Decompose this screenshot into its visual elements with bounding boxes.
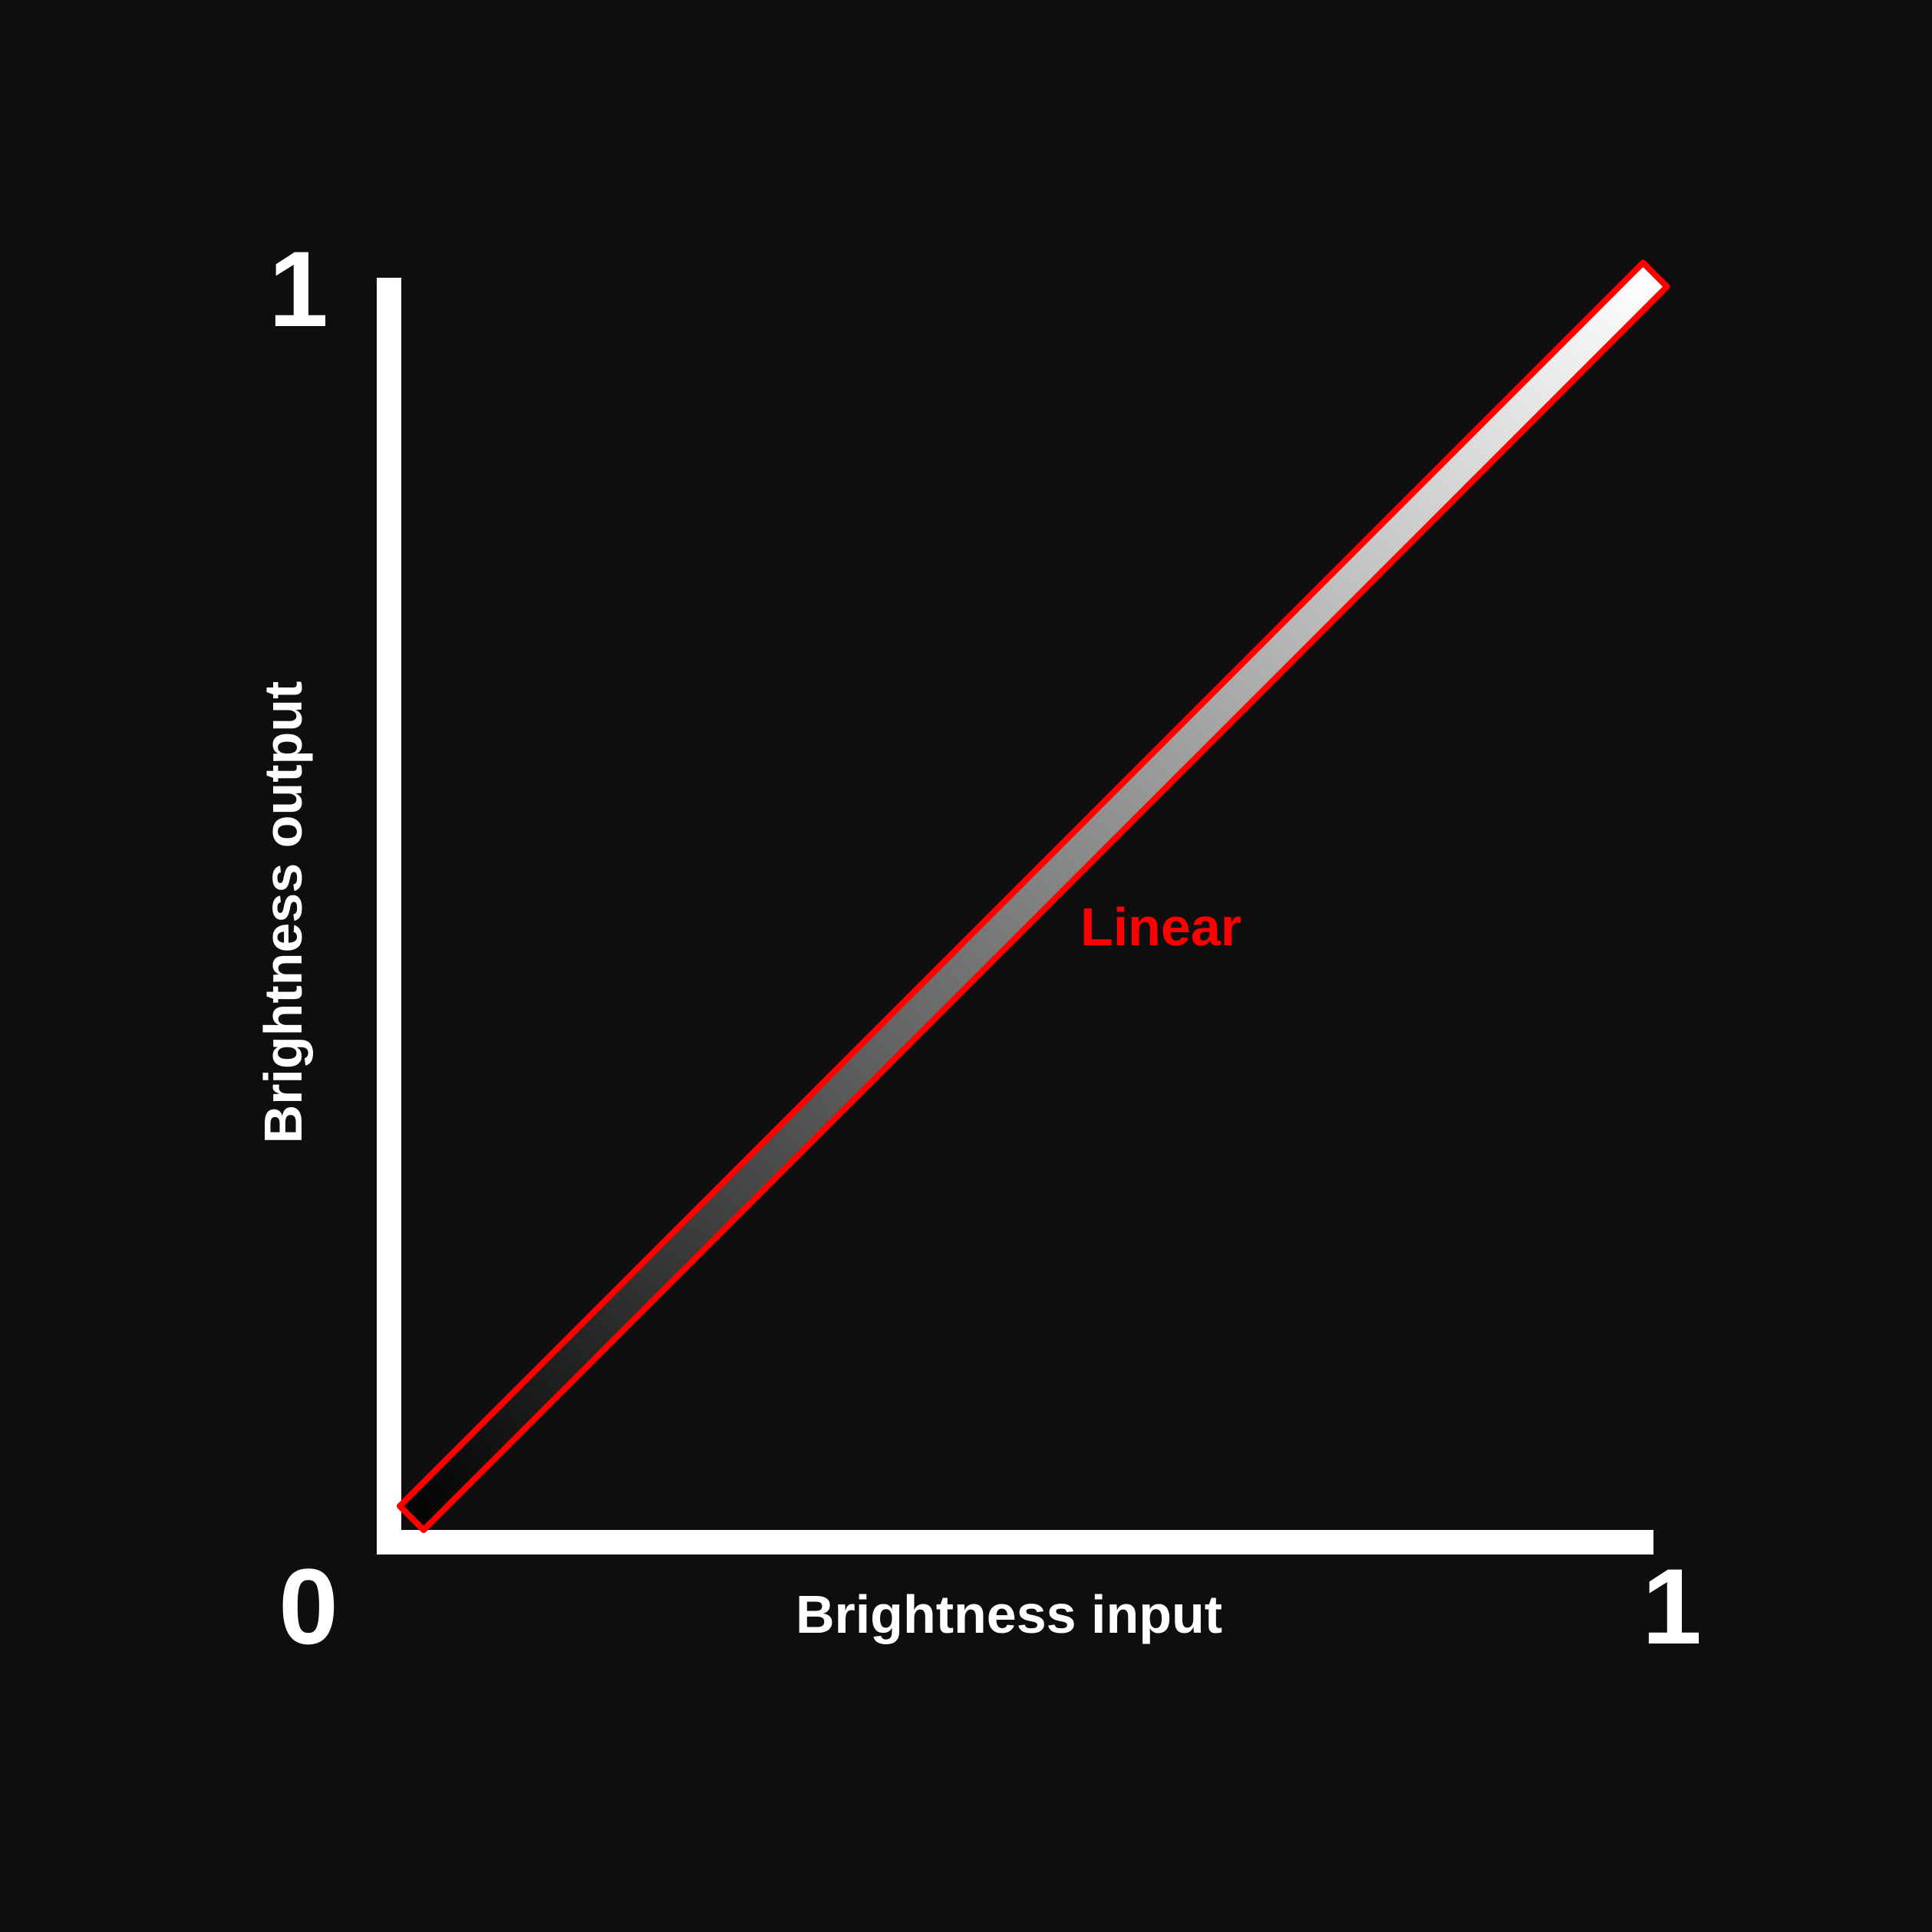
x-axis-line <box>377 1530 1653 1555</box>
x-axis-title: Brightness input <box>796 1584 1222 1644</box>
x-tick-label-1: 1 <box>1642 1546 1702 1667</box>
y-tick-label-1: 1 <box>269 229 328 349</box>
linear-series-line <box>397 259 1670 1533</box>
y-axis-line <box>377 278 401 1555</box>
series-label-linear: Linear <box>1080 897 1241 957</box>
y-axis-title: Brightness output <box>253 681 313 1144</box>
x-tick-label-0: 0 <box>279 1546 338 1667</box>
